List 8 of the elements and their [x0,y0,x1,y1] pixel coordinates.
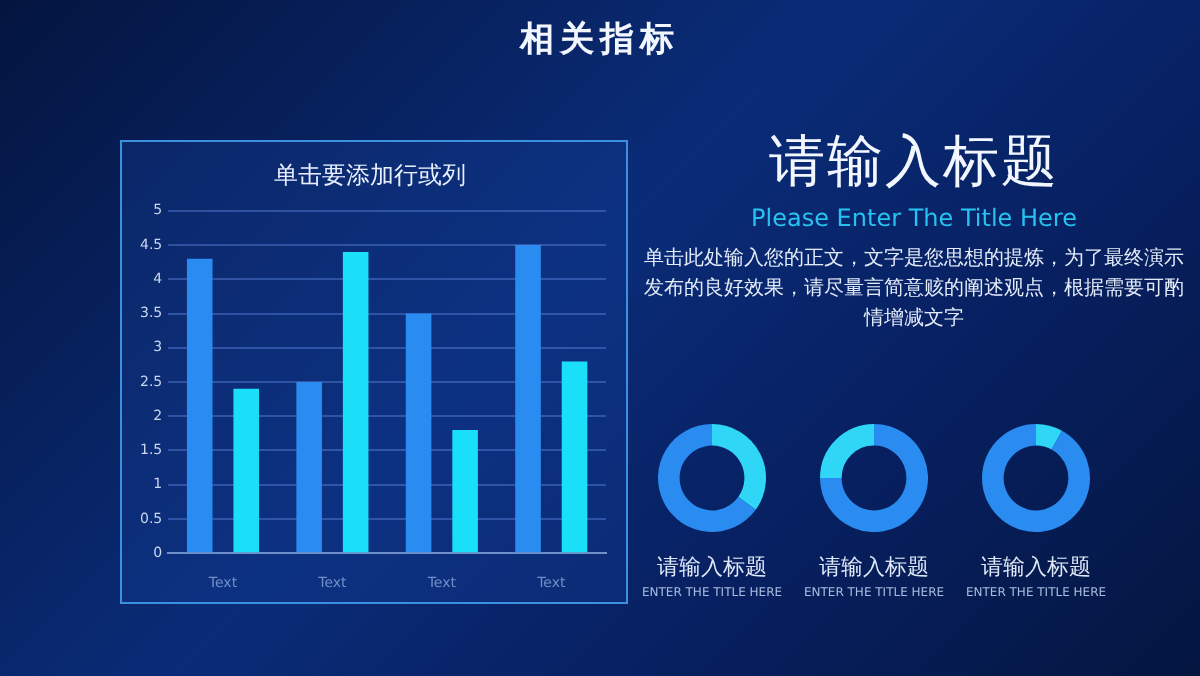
text: 请输入标题 [767,126,1061,198]
text: 请输入标题 [655,552,769,582]
text: 请输入标题 [817,552,931,582]
text: 请输入标题 [979,552,1093,582]
text: 相关指标 [517,18,682,62]
text: 单击此处输入您的正文，文字是您思想的提炼，为了最终演示发布的良好效果，请尽量言简意赅的阐述观点，根据需要可酌情增减文字 [642,245,1186,334]
chart-title: 单击要添加行或列 [274,160,466,189]
text: Please Enter The Title Here [749,204,1079,232]
